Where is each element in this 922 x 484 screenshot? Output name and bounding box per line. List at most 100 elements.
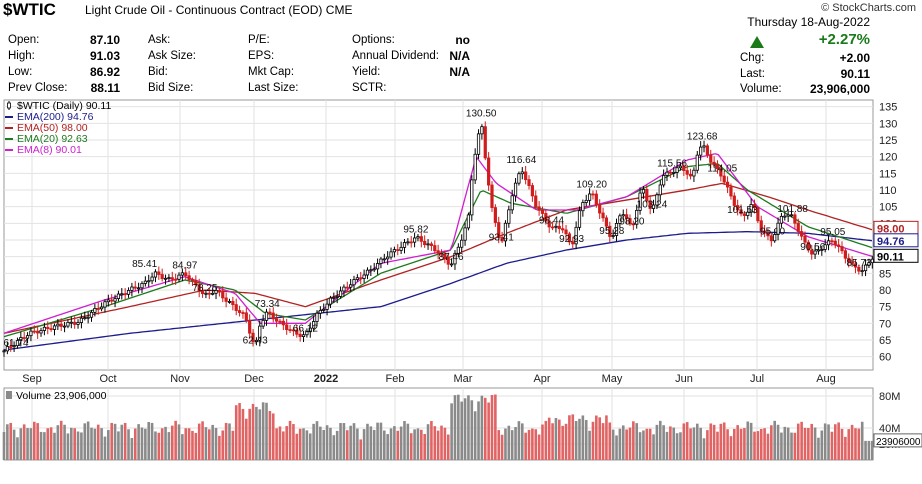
candle-body xyxy=(456,246,460,254)
volume-bar xyxy=(231,430,235,460)
candle-body xyxy=(863,264,868,272)
volume-bar xyxy=(241,408,245,460)
volume-bar xyxy=(517,421,521,460)
price-annotation: 116.64 xyxy=(506,155,536,166)
ema-line-0 xyxy=(3,231,873,351)
axes: 6065707580859095100105110115120125130135… xyxy=(22,102,922,451)
volume-bar xyxy=(642,430,645,460)
price-tag-box xyxy=(873,248,919,263)
candle-body xyxy=(547,220,551,228)
volume-bar xyxy=(137,424,140,460)
candle-body xyxy=(160,274,164,280)
legend-entry: EMA(200) 94.76 xyxy=(17,111,94,123)
volume-bar xyxy=(285,426,289,460)
price-annotation: 98.44 xyxy=(539,216,564,227)
candle-body xyxy=(584,199,588,203)
low-value: 86.92 xyxy=(89,65,120,79)
volume-bar xyxy=(2,432,6,460)
volume-bar xyxy=(820,430,824,460)
volume-bar xyxy=(749,422,753,460)
candle-body xyxy=(372,268,376,271)
candle-body xyxy=(826,240,831,246)
candle-body xyxy=(601,212,605,219)
volume-bar xyxy=(837,422,840,460)
volume-bar xyxy=(786,427,790,460)
candle-body xyxy=(328,297,333,305)
candle-body xyxy=(729,186,733,197)
x-tick-label: Apr xyxy=(533,373,550,385)
volume-tag-box xyxy=(873,433,922,448)
volume-bar xyxy=(527,429,531,460)
candle-body xyxy=(587,193,592,201)
candle-body xyxy=(870,258,874,264)
volume-bar xyxy=(22,424,26,460)
candle-body xyxy=(406,241,410,244)
volume-bar xyxy=(423,433,426,460)
volume-bar xyxy=(130,437,134,460)
candle-body xyxy=(493,207,497,223)
candle-body xyxy=(651,204,656,209)
volume-bar xyxy=(389,428,393,460)
candle-body xyxy=(42,326,46,331)
candle-body xyxy=(211,292,215,295)
candle-body xyxy=(510,195,514,211)
candle-body xyxy=(628,218,632,225)
volume-bar xyxy=(645,428,649,460)
x-tick-label: Dec xyxy=(244,373,264,385)
volume-bar xyxy=(578,418,581,460)
candle-body xyxy=(73,321,77,325)
volume-bar xyxy=(393,426,396,460)
candle-body xyxy=(527,179,531,186)
credit-link[interactable]: © StockCharts.com xyxy=(821,2,916,14)
candle-body xyxy=(271,312,275,320)
price-tick-label: 70 xyxy=(879,318,891,330)
price-tag: 98.00 xyxy=(877,223,905,235)
candle-body xyxy=(672,171,676,174)
x-tick-label: Oct xyxy=(99,373,116,385)
candle-body xyxy=(89,311,94,318)
volume-bar xyxy=(430,421,433,460)
last-value: 90.11 xyxy=(840,67,870,81)
price-annotations: 61.74 85.41 84.97 78.25 62.43 73.34 66.12 95.82… xyxy=(3,109,871,349)
volume-bar xyxy=(736,425,739,460)
x-tick-label: Jun xyxy=(675,373,693,385)
legend-entry: EMA(8) 90.01 xyxy=(17,144,82,156)
volume-bar xyxy=(534,429,538,460)
volume-bar xyxy=(463,398,467,460)
annual-dividend-value: N/A xyxy=(449,49,470,63)
candle-body xyxy=(544,213,548,222)
candle-body xyxy=(692,169,696,177)
volume-bar xyxy=(632,421,635,460)
last-label: Last: xyxy=(740,68,765,80)
candle-body xyxy=(800,231,804,237)
candle-body xyxy=(833,240,837,246)
candle-body xyxy=(503,222,508,242)
volume-bar xyxy=(181,434,184,460)
x-tick-label: May xyxy=(602,373,623,385)
candle-body xyxy=(830,240,834,243)
x-tick-label: Nov xyxy=(170,373,190,385)
volume-bar xyxy=(625,429,628,460)
volume-bar xyxy=(507,425,511,460)
candle-body xyxy=(15,340,20,347)
volume-bar xyxy=(699,427,702,460)
volume-bar xyxy=(833,424,837,460)
volume-bar xyxy=(870,440,874,460)
candle-body xyxy=(359,277,363,280)
candle-body xyxy=(561,228,565,231)
price-annotation: 85.73 xyxy=(846,258,871,269)
volume-bar xyxy=(66,433,70,460)
volume-bar xyxy=(790,432,793,460)
candle-body xyxy=(174,278,178,281)
price-annotation: 101.88 xyxy=(777,204,808,215)
volume-bar xyxy=(780,432,783,460)
volume-bar xyxy=(568,415,571,460)
volume-bar xyxy=(796,423,800,460)
candle-body xyxy=(66,321,70,327)
eps-label: EPS: xyxy=(248,50,275,62)
quote-date: Thursday 18-Aug-2022 xyxy=(747,15,870,29)
volume-bar xyxy=(685,422,689,460)
volume-bar xyxy=(100,428,103,460)
